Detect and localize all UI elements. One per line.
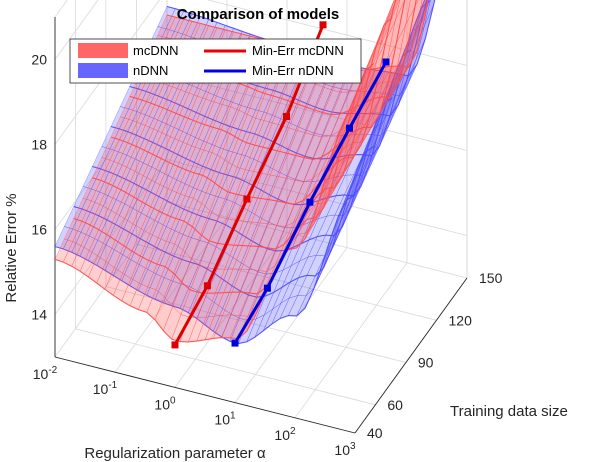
grid-line-floor-y <box>105 286 406 363</box>
surface-contour-line <box>54 194 356 345</box>
min-error-marker <box>319 21 327 29</box>
grid-line-floor-x <box>234 247 348 403</box>
y-tick-label: 120 <box>449 312 473 328</box>
grid-line-floor-y <box>166 201 468 279</box>
z-axis-label: Relative Error % <box>3 193 20 302</box>
grid-line-floor-x <box>54 201 168 358</box>
z-tick-label: 20 <box>31 52 47 68</box>
x-tick-label: 100 <box>154 395 176 412</box>
legend-ndnn-patch <box>78 63 128 78</box>
y-tick-label: 60 <box>387 397 403 413</box>
x-tick-label: 10-2 <box>33 365 58 382</box>
surface-contour-line <box>92 97 393 252</box>
axes-layer <box>54 17 468 434</box>
surface-contour-line <box>92 16 393 250</box>
x-tick-label: 101 <box>214 411 236 428</box>
y-tick-label: 150 <box>479 270 503 286</box>
z-tick-label: 14 <box>31 307 47 323</box>
min-error-marker <box>263 284 271 292</box>
min-error-marker <box>283 113 290 120</box>
surface-mcDNN <box>54 0 429 343</box>
grid-line-left-z <box>54 0 99 60</box>
z-tick-label: 18 <box>31 137 47 153</box>
legend-minerr-mcdnn-label: Min-Err mcDNN <box>252 43 344 58</box>
surface-patch <box>405 0 417 25</box>
line-Min-Err mcDNN <box>171 21 327 349</box>
legend-mcdnn-patch <box>78 43 128 58</box>
min-error-marker <box>203 282 211 290</box>
grid-line-floor-y <box>75 328 376 406</box>
min-error-marker <box>171 341 179 349</box>
y-axis-label: Training data size <box>450 403 568 420</box>
surface-contour-line <box>73 63 375 295</box>
grid-line-floor-x <box>294 262 408 419</box>
legend: mcDNN nDNN Min-Err mcDNN Min-Err nDNN <box>69 38 362 84</box>
min-error-marker <box>382 58 390 66</box>
chart-title: Comparison of models <box>177 6 340 23</box>
legend-mcdnn-label: mcDNN <box>133 43 179 58</box>
x-axis-line <box>54 356 356 434</box>
x-tick-label: 102 <box>274 426 296 443</box>
grid-line-back-z <box>206 0 468 66</box>
surface-contour-line <box>54 109 356 343</box>
grid-line-floor-y <box>136 243 437 321</box>
z-tick-label: 16 <box>31 222 47 238</box>
x-tick-label: 10-1 <box>93 380 118 397</box>
y-tick-label: 90 <box>418 355 434 371</box>
y-axis-line <box>354 277 468 434</box>
grid-line-left-z <box>54 74 168 230</box>
x-tick-label: 103 <box>334 441 356 458</box>
min-error-marker <box>231 339 239 347</box>
y-tick-label: 40 <box>367 425 383 441</box>
x-axis-label: Regularization parameter α <box>84 445 266 462</box>
min-error-marker <box>243 195 251 203</box>
legend-ndnn-label: nDNN <box>133 63 168 78</box>
grid-line-back-z <box>166 74 468 151</box>
line-Min-Err nDNN <box>231 58 390 347</box>
grid-line-floor-x <box>174 232 288 388</box>
surface-contour-line <box>110 49 412 206</box>
min-error-marker <box>306 198 314 206</box>
surface-contour-line <box>110 0 397 205</box>
min-error-marker <box>346 124 353 132</box>
surface-contour-line <box>129 0 406 160</box>
surface-contour-line <box>73 146 375 298</box>
surface-contour-line <box>129 0 431 160</box>
surface-patch <box>395 0 405 21</box>
legend-minerr-ndnn-label: Min-Err nDNN <box>252 63 334 78</box>
min-error-lines <box>171 21 390 349</box>
box-edge <box>54 0 68 18</box>
